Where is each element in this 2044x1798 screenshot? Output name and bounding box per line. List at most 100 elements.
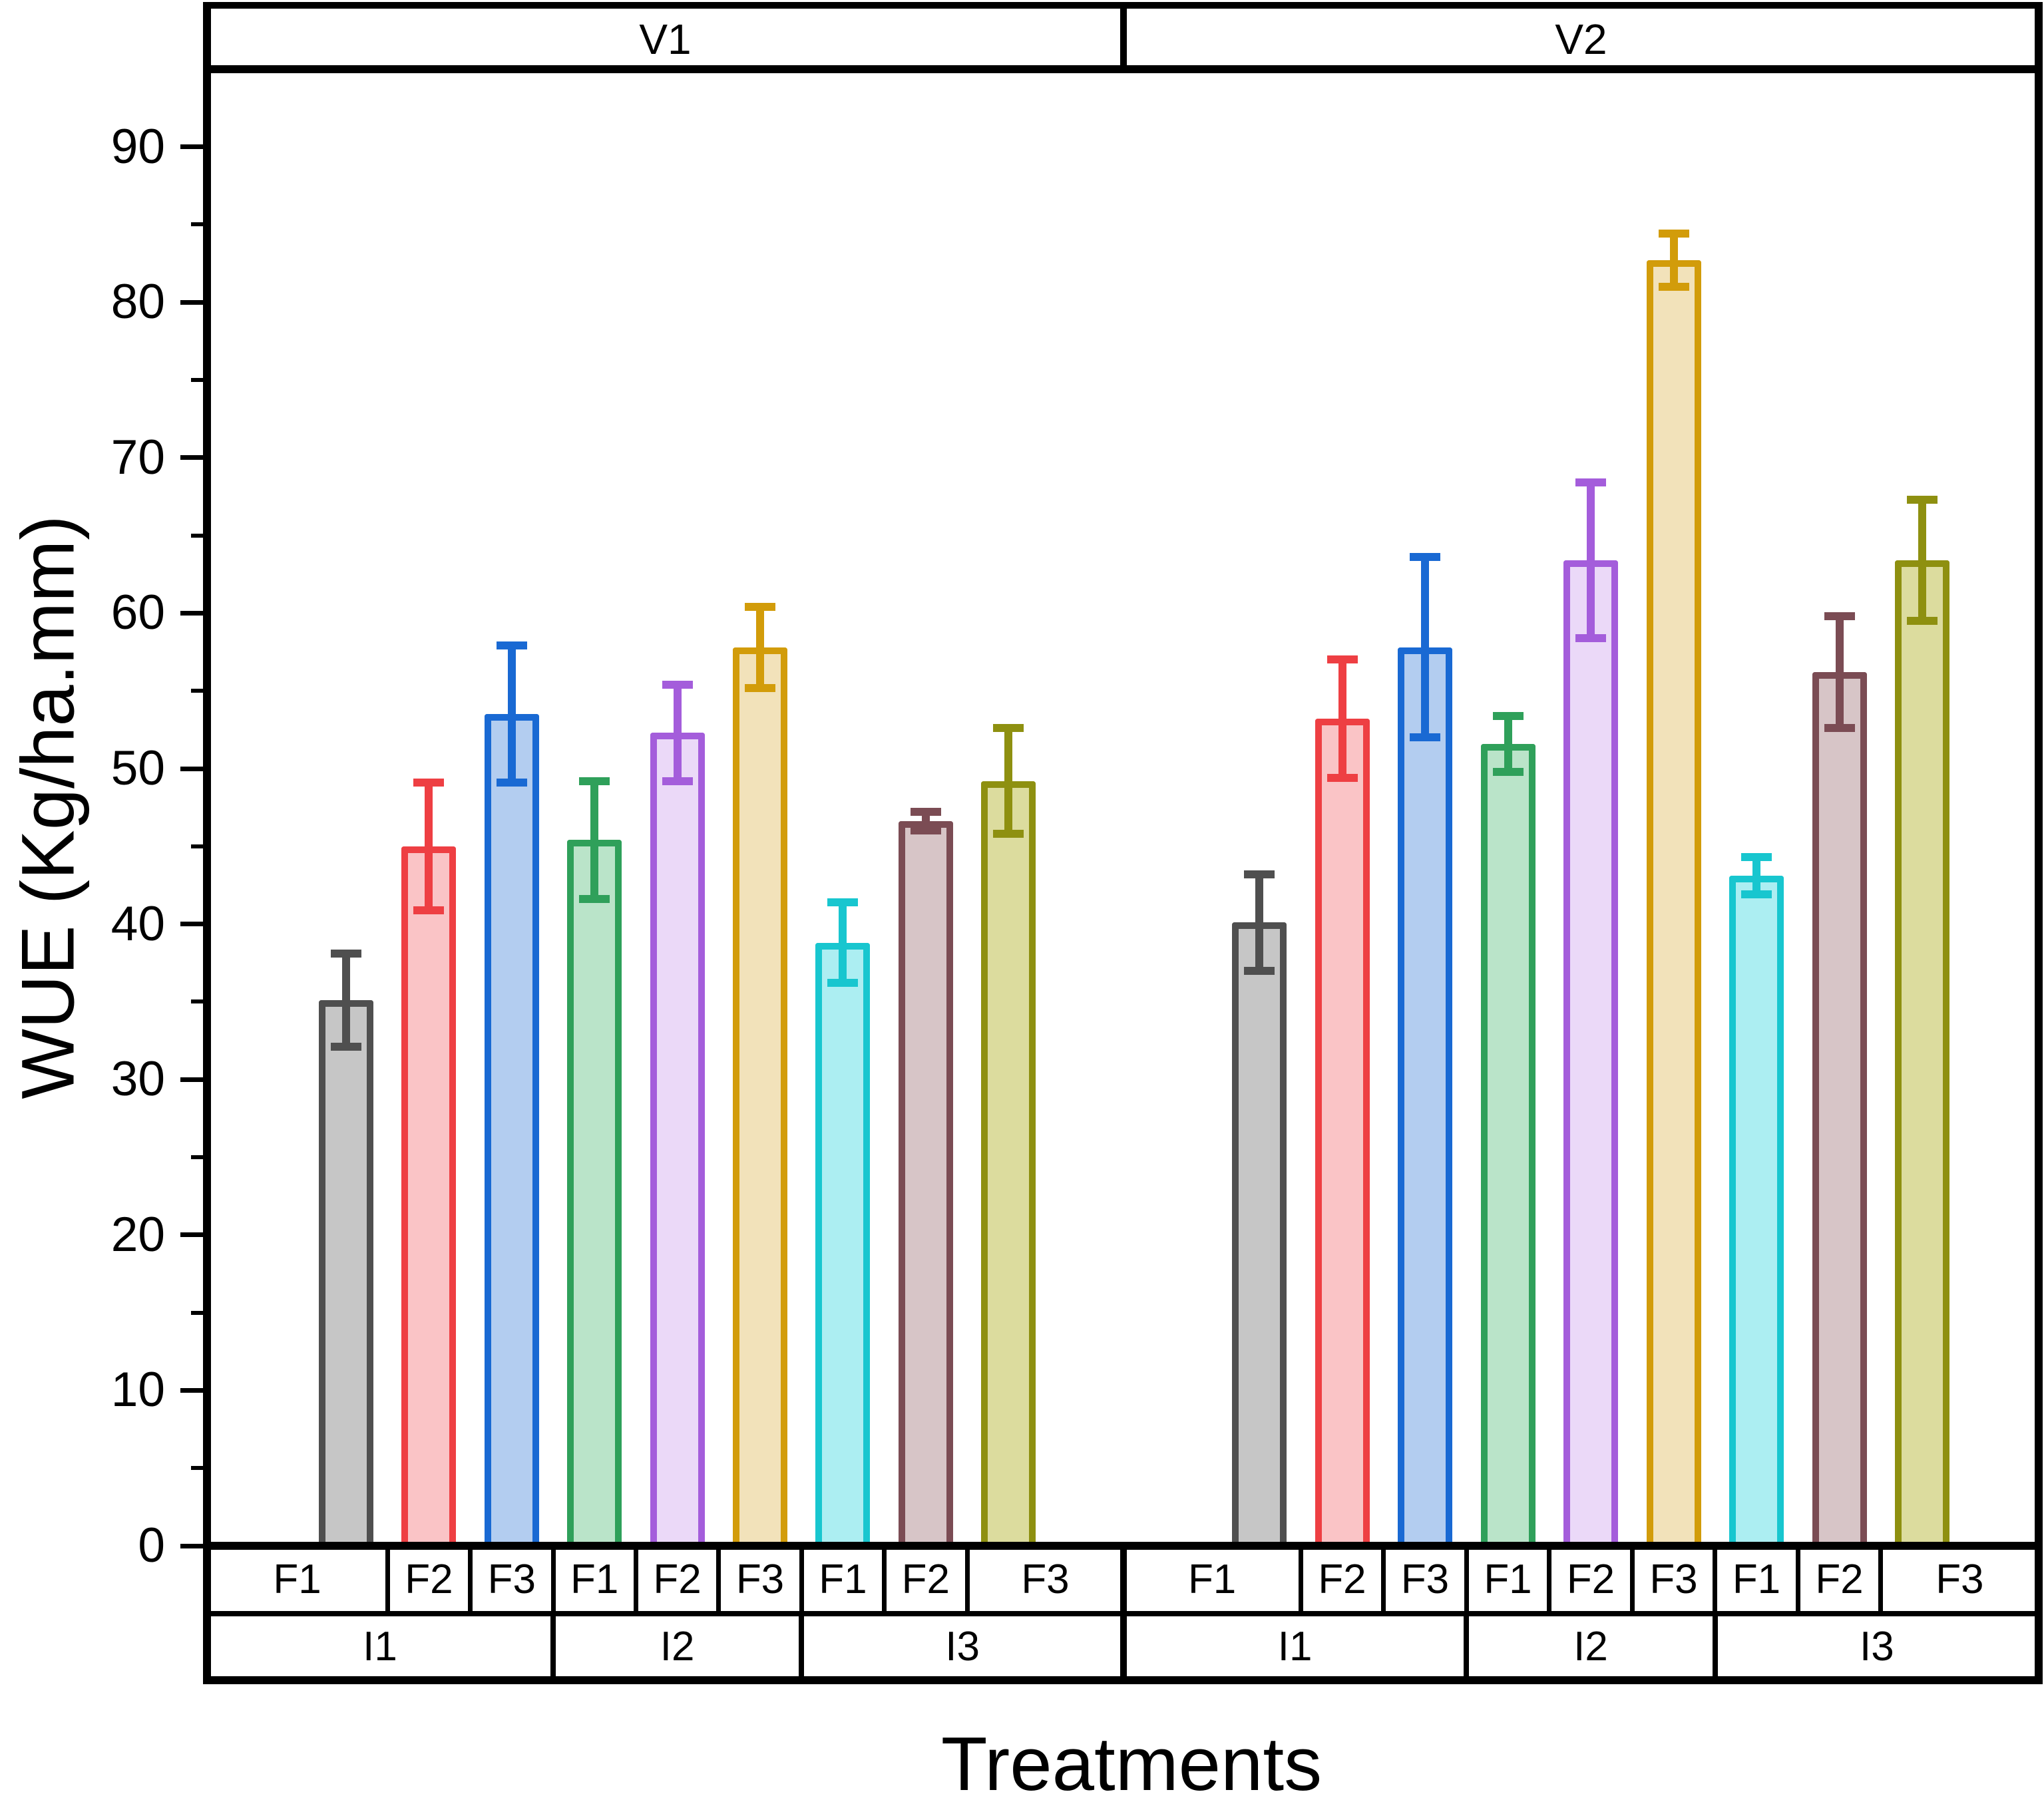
f-cell-V2-I2-F3: F3 bbox=[1649, 1556, 1698, 1602]
errorbar-cap-top-V1-I3-F2 bbox=[910, 808, 941, 816]
y-major-tick-60 bbox=[180, 610, 207, 616]
y-tick-label-0: 0 bbox=[138, 1519, 165, 1572]
errorbar-cap-bottom-V1-I2-F2 bbox=[662, 777, 693, 785]
i-cell-separator bbox=[550, 1614, 556, 1680]
errorbar-cap-bottom-V1-I1-F2 bbox=[413, 906, 445, 914]
f-cell-V2-I3-F1: F1 bbox=[1732, 1556, 1781, 1602]
errorbar-line-V1-I2-F1 bbox=[590, 781, 599, 900]
y-major-tick-50 bbox=[180, 766, 207, 771]
errorbar-cap-top-V1-I2-F1 bbox=[579, 777, 610, 785]
errorbar-cap-bottom-V1-I2-F3 bbox=[745, 683, 775, 692]
y-minor-tick-35 bbox=[191, 999, 207, 1004]
f-cell-separator bbox=[385, 1546, 390, 1614]
bar-V1-I3-F2 bbox=[898, 821, 953, 1546]
errorbar-line-V1-I3-F2 bbox=[921, 812, 930, 831]
bar-V2-I2-F1 bbox=[1480, 743, 1535, 1546]
errorbar-cap-bottom-V2-I2-F1 bbox=[1492, 767, 1524, 776]
bar-V1-I1-F1 bbox=[319, 1000, 373, 1546]
errorbar-line-V1-I2-F2 bbox=[673, 684, 682, 781]
f-cell-separator bbox=[1547, 1546, 1552, 1614]
errorbar-cap-bottom-V1-I3-F3 bbox=[993, 830, 1024, 838]
errorbar-cap-bottom-V1-I3-F1 bbox=[827, 979, 859, 988]
f-cell-separator bbox=[1381, 1546, 1386, 1614]
errorbar-cap-top-V2-I2-F3 bbox=[1658, 230, 1689, 238]
errorbar-cap-top-V1-I2-F2 bbox=[662, 680, 693, 689]
errorbar-cap-bottom-V2-I3-F2 bbox=[1824, 724, 1855, 733]
i-cell-separator bbox=[799, 1614, 805, 1680]
f-cell-V1-I1-F2: F2 bbox=[405, 1556, 453, 1602]
y-tick-label-70: 70 bbox=[110, 430, 165, 484]
errorbar-cap-bottom-V1-I2-F1 bbox=[579, 895, 610, 904]
errorbar-line-V1-I1-F3 bbox=[507, 645, 516, 783]
errorbar-cap-top-V1-I1-F3 bbox=[496, 641, 527, 650]
errorbar-cap-bottom-V1-I3-F2 bbox=[910, 826, 941, 835]
y-major-tick-80 bbox=[180, 299, 207, 305]
i-cell-V1-I2: I2 bbox=[660, 1624, 695, 1670]
panel-divider-table bbox=[1120, 1542, 1127, 1684]
f-cell-separator bbox=[716, 1546, 721, 1614]
errorbar-line-V2-I3-F2 bbox=[1835, 616, 1844, 729]
errorbar-cap-bottom-V2-I3-F3 bbox=[1907, 617, 1938, 626]
x-axis-title: Treatments bbox=[940, 1722, 1323, 1798]
errorbar-cap-top-V2-I1-F2 bbox=[1327, 655, 1358, 664]
bar-V1-I1-F2 bbox=[401, 846, 457, 1546]
errorbar-line-V2-I1-F3 bbox=[1421, 557, 1429, 738]
f-cell-V1-I3-F2: F2 bbox=[901, 1556, 950, 1602]
f-cell-separator bbox=[1464, 1546, 1469, 1614]
panel-header-V2: V2 bbox=[1555, 15, 1607, 63]
bar-V2-I1-F2 bbox=[1315, 719, 1370, 1546]
right-frame bbox=[2035, 2, 2043, 1684]
f-cell-separator bbox=[1629, 1546, 1635, 1614]
errorbar-cap-bottom-V1-I1-F1 bbox=[331, 1043, 361, 1051]
errorbar-line-V1-I2-F3 bbox=[756, 607, 764, 688]
i-cell-V2-I1: I1 bbox=[1277, 1624, 1313, 1670]
errorbar-line-V2-I1-F2 bbox=[1338, 659, 1346, 778]
errorbar-line-V2-I3-F1 bbox=[1752, 857, 1760, 895]
errorbar-line-V1-I3-F1 bbox=[839, 902, 847, 984]
y-major-tick-0 bbox=[180, 1543, 207, 1548]
panel-header-V1: V1 bbox=[639, 15, 692, 63]
y-minor-tick-5 bbox=[191, 1466, 207, 1471]
errorbar-line-V2-I2-F1 bbox=[1504, 715, 1512, 772]
i-cell-V2-I3: I3 bbox=[1860, 1624, 1894, 1670]
y-tick-label-80: 80 bbox=[110, 275, 165, 329]
errorbar-line-V2-I2-F2 bbox=[1587, 482, 1595, 638]
errorbar-cap-bottom-V2-I2-F3 bbox=[1658, 282, 1689, 291]
errorbar-cap-top-V1-I1-F1 bbox=[331, 949, 361, 958]
y-minor-tick-25 bbox=[191, 1155, 207, 1159]
bar-V2-I2-F3 bbox=[1646, 260, 1701, 1546]
y-major-tick-40 bbox=[180, 922, 207, 927]
errorbar-line-V1-I1-F2 bbox=[425, 783, 433, 910]
errorbar-cap-top-V1-I2-F3 bbox=[745, 603, 775, 612]
f-cell-separator bbox=[964, 1546, 970, 1614]
bar-V2-I1-F3 bbox=[1398, 647, 1452, 1546]
errorbar-cap-top-V2-I2-F1 bbox=[1492, 711, 1524, 720]
f-cell-V2-I2-F2: F2 bbox=[1566, 1556, 1615, 1602]
y-tick-label-20: 20 bbox=[110, 1207, 165, 1262]
bar-V1-I3-F3 bbox=[981, 781, 1036, 1546]
errorbar-cap-top-V2-I3-F2 bbox=[1824, 612, 1855, 621]
y-minor-tick-15 bbox=[191, 1310, 207, 1315]
errorbar-cap-top-V2-I2-F2 bbox=[1575, 478, 1606, 487]
errorbar-cap-bottom-V2-I1-F1 bbox=[1244, 966, 1275, 975]
f-cell-separator bbox=[468, 1546, 473, 1614]
y-minor-tick-55 bbox=[191, 689, 207, 693]
bar-V2-I3-F2 bbox=[1812, 672, 1867, 1546]
y-major-tick-30 bbox=[180, 1077, 207, 1082]
f-cell-V2-I1-F3: F3 bbox=[1400, 1556, 1450, 1602]
y-major-tick-70 bbox=[180, 455, 207, 460]
i-cell-separator bbox=[1464, 1614, 1470, 1680]
f-cell-V1-I1-F3: F3 bbox=[487, 1556, 536, 1602]
f-cell-V2-I1-F1: F1 bbox=[1187, 1556, 1237, 1602]
bar-V2-I2-F2 bbox=[1563, 560, 1618, 1546]
i-cell-V1-I1: I1 bbox=[363, 1624, 397, 1670]
bar-V1-I2-F3 bbox=[733, 647, 787, 1546]
f-cell-V1-I2-F1: F1 bbox=[570, 1556, 619, 1602]
y-minor-tick-65 bbox=[191, 533, 207, 538]
y-minor-tick-45 bbox=[191, 844, 207, 848]
y-major-tick-10 bbox=[180, 1387, 207, 1393]
errorbar-line-V1-I1-F1 bbox=[342, 953, 350, 1047]
errorbar-cap-top-V2-I1-F1 bbox=[1244, 870, 1275, 878]
bar-V1-I2-F1 bbox=[567, 840, 622, 1546]
